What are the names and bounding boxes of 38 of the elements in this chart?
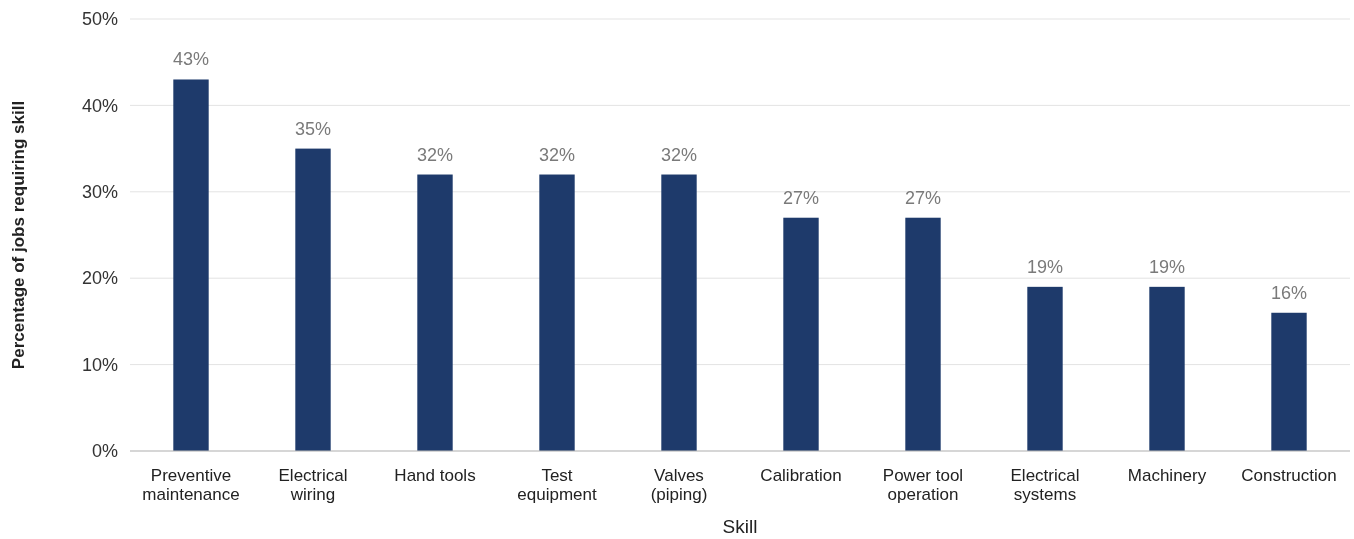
y-tick-label: 0% (91, 441, 118, 462)
bar (295, 148, 331, 451)
y-tick-label: 20% (81, 268, 118, 289)
x-tick-label: Test equipment (517, 466, 597, 504)
y-axis-title: Percentage of jobs requiring skill (9, 100, 28, 370)
bar (1149, 286, 1185, 451)
data-label: 32% (416, 144, 454, 165)
bar (1271, 312, 1307, 451)
bar (173, 79, 209, 451)
bar (783, 217, 819, 451)
bar (1027, 286, 1063, 451)
x-tick-label: Machinery (1127, 466, 1207, 485)
data-label: 32% (538, 144, 576, 165)
data-label: 27% (904, 187, 942, 208)
bar (417, 174, 453, 451)
x-tick-label: Electrical systems (1010, 466, 1080, 504)
data-label: 43% (172, 49, 210, 70)
x-tick-label: Construction (1241, 466, 1337, 485)
data-label: 32% (660, 144, 698, 165)
x-tick-label: Electrical wiring (278, 466, 348, 504)
bar (661, 174, 697, 451)
bar (905, 217, 941, 451)
x-tick-label: Preventive maintenance (142, 466, 240, 504)
data-label: 27% (782, 187, 820, 208)
x-tick-label: Valves (piping) (650, 466, 708, 504)
data-label: 19% (1026, 256, 1064, 277)
y-tick-label: 10% (81, 354, 118, 375)
y-tick-label: 30% (81, 182, 118, 203)
data-label: 16% (1270, 282, 1308, 303)
x-tick-label: Calibration (760, 466, 842, 485)
x-tick-label: Power tool operation (882, 466, 964, 504)
data-label: 35% (294, 118, 332, 139)
x-axis-title: Skill (722, 516, 758, 537)
bar (539, 174, 575, 451)
x-tick-label: Hand tools (394, 466, 476, 485)
y-tick-label: 40% (81, 95, 118, 116)
y-tick-label: 50% (81, 9, 118, 30)
data-label: 19% (1148, 256, 1186, 277)
